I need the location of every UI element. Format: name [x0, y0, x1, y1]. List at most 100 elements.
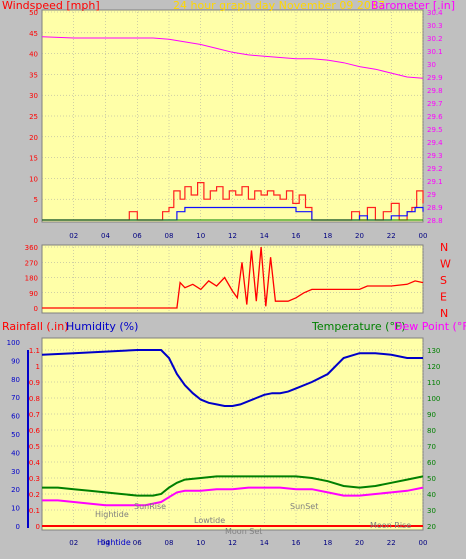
- direction-tick-label: 360: [25, 244, 38, 252]
- temperature-tick-label: 110: [427, 379, 440, 387]
- humidity-tick-label: 10: [11, 505, 20, 513]
- windspeed-axis-label: Windspeed [mph]: [2, 0, 100, 12]
- barometer-axis-label: Barometer [.in]: [371, 0, 455, 12]
- rainfall-tick-label: 0.8: [29, 395, 40, 403]
- wind-average-line: [42, 206, 424, 221]
- direction-y-axis: 0 90 180 270 360: [25, 244, 38, 313]
- bottom-x-tick-label: 22: [387, 539, 396, 547]
- top-left-tick-label: 35: [29, 71, 38, 79]
- top-right-tick-label: 30: [427, 61, 436, 69]
- humidity-tick-label: 50: [11, 431, 20, 439]
- direction-tick-label: 180: [25, 275, 38, 283]
- top-left-tick-label: 5: [34, 196, 38, 204]
- bottom-x-tick-label: 06: [133, 539, 142, 547]
- event-hightide-1: Hightide: [95, 510, 129, 519]
- event-sunset: SunSet: [290, 502, 318, 511]
- humidity-axis-label: Humidity (%): [66, 320, 138, 333]
- temperature-tick-label: 70: [427, 443, 436, 451]
- top-x-tick-label: 16: [292, 232, 301, 240]
- top-x-tick-label: 20: [355, 232, 364, 240]
- humidity-tick-label: 30: [11, 468, 20, 476]
- direction-tick-label: 270: [25, 259, 38, 267]
- direction-tick-label: 0: [34, 305, 38, 313]
- bottom-x-tick-label: 00: [419, 539, 428, 547]
- temperature-tick-label: 60: [427, 459, 436, 467]
- humidity-tick-label: 40: [11, 449, 20, 457]
- bottom-x-tick-label: 12: [228, 539, 237, 547]
- top-x-axis: 02 04 06 08 10 12 14 16 18 20 22 00: [69, 232, 427, 240]
- bottom-x-tick-label: 20: [355, 539, 364, 547]
- rainfall-tick-label: 1: [36, 363, 40, 371]
- top-x-tick-label: 22: [387, 232, 396, 240]
- bottom-x-tick-label: 04: [101, 539, 110, 547]
- rainfall-tick-label: 0.4: [29, 459, 41, 467]
- top-right-tick-label: 28.8: [427, 217, 443, 225]
- compass-label: E: [440, 291, 447, 304]
- top-right-axis: 28.8 28.9 29 29.1 29.2 29.3 29.4 29.5 29.6 29.7 29…: [427, 9, 443, 225]
- humidity-tick-label: 80: [11, 376, 20, 384]
- top-right-tick-label: 29.4: [427, 139, 443, 147]
- compass-label: S: [440, 274, 447, 287]
- top-x-tick-label: 18: [323, 232, 332, 240]
- bottom-x-axis: 02 04 06 08 10 12 14 16 18 20 22 00: [69, 539, 427, 547]
- top-right-tick-label: 30.4: [427, 9, 443, 17]
- rainfall-tick-label: 0.1: [29, 507, 40, 515]
- top-right-tick-label: 29.9: [427, 74, 443, 82]
- dewpoint-axis-label: Dew Point (°F): [394, 320, 466, 333]
- direction-tick-label: 90: [29, 290, 38, 298]
- rainfall-tick-label: 1.1: [29, 347, 40, 355]
- compass-label: W: [440, 258, 451, 271]
- rainfall-axis-label: Rainfall (.in): [2, 320, 69, 333]
- bottom-x-tick-label: 02: [69, 539, 78, 547]
- event-hightide-2: Hightide: [97, 538, 131, 547]
- humidity-tick-label: 100: [7, 339, 20, 347]
- temperature-tick-label: 130: [427, 347, 440, 355]
- top-x-tick-label: 08: [165, 232, 174, 240]
- top-left-tick-label: 10: [29, 175, 38, 183]
- event-lowtide: Lowtide: [194, 516, 225, 525]
- top-left-tick-label: 20: [29, 134, 38, 142]
- compass-label: N: [440, 241, 448, 254]
- humidity-tick-label: 70: [11, 394, 20, 402]
- temperature-tick-label: 50: [427, 475, 436, 483]
- bottom-series: [41, 349, 424, 527]
- rainfall-tick-label: 0.7: [29, 411, 40, 419]
- top-left-tick-label: 15: [29, 155, 38, 163]
- top-right-tick-label: 29.7: [427, 100, 443, 108]
- bottom-left-axis: 0 0.1 0.2 0.3 0.4 0.5 0.6 0.7 0.8 0.9 1 1.1 0 10 20 30 4…: [7, 339, 41, 531]
- bottom-x-tick-label: 10: [196, 539, 205, 547]
- top-left-tick-label: 0: [34, 217, 38, 225]
- temperature-tick-label: 20: [427, 523, 436, 531]
- bottom-right-axis: 20 30 40 50 60 70 80 90 100 110 120 130: [427, 347, 440, 531]
- temperature-tick-label: 120: [427, 363, 440, 371]
- humidity-line: [41, 349, 423, 407]
- rainfall-tick-label: 0.2: [29, 491, 40, 499]
- bottom-x-tick-label: 08: [165, 539, 174, 547]
- top-right-tick-label: 29.1: [427, 178, 443, 186]
- top-right-tick-label: 30.3: [427, 22, 443, 30]
- barometer-line: [41, 36, 424, 79]
- dewpoint-line: [42, 486, 424, 507]
- wind-direction-line: [42, 246, 424, 309]
- humidity-tick-label: 0: [16, 523, 20, 531]
- rainfall-tick-label: 0.5: [29, 443, 40, 451]
- rainfall-tick-label: 0.3: [29, 475, 40, 483]
- humidity-tick-label: 20: [11, 486, 20, 494]
- rainfall-tick-label: 0: [36, 523, 40, 531]
- top-x-tick-label: 06: [133, 232, 142, 240]
- temperature-tick-label: 100: [427, 395, 440, 403]
- temperature-tick-label: 90: [427, 411, 436, 419]
- temperature-line: [42, 475, 424, 497]
- top-right-tick-label: 28.9: [427, 204, 443, 212]
- top-left-axis: 0 5 10 15 20 25 30 35 40 45 50: [29, 9, 38, 225]
- top-left-tick-label: 45: [29, 30, 38, 38]
- top-left-tick-label: 50: [29, 9, 38, 17]
- top-left-tick-label: 30: [29, 92, 38, 100]
- rainfall-tick-label: 0.9: [29, 379, 40, 387]
- top-right-tick-label: 29.2: [427, 165, 443, 173]
- top-right-tick-label: 29: [427, 191, 436, 199]
- top-series: [41, 36, 424, 221]
- top-x-tick-label: 14: [260, 232, 269, 240]
- bottom-x-tick-label: 14: [260, 539, 269, 547]
